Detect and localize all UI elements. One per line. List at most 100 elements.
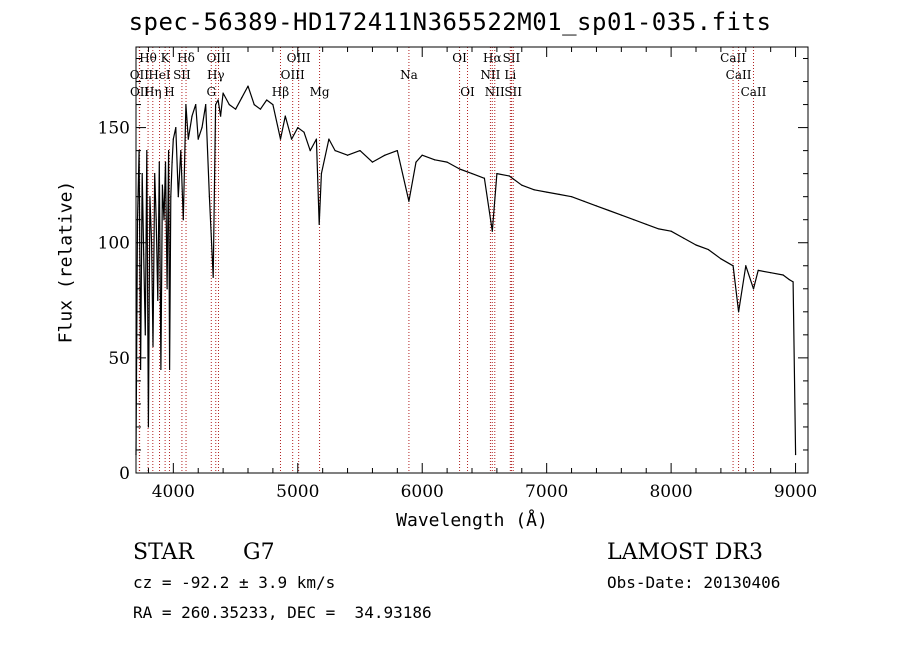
data-point <box>212 276 214 278</box>
data-point <box>533 189 535 191</box>
data-point <box>658 228 660 230</box>
y-tick-label: 100 <box>98 234 130 254</box>
line-marker-label: OI <box>452 51 467 65</box>
y-axis-label: Flux (relative) <box>55 180 77 344</box>
data-point <box>732 265 734 267</box>
data-point <box>782 274 784 276</box>
data-point <box>752 288 755 290</box>
data-point <box>149 196 151 198</box>
line-marker-label: CaII <box>720 51 746 65</box>
chart-title: spec-56389-HD172411N365522M01_sp01-035.f… <box>128 8 772 36</box>
data-point <box>157 299 159 301</box>
data-point <box>205 103 207 106</box>
data-point <box>220 115 222 117</box>
data-point <box>359 150 361 152</box>
data-point <box>309 150 311 152</box>
y-tick-label: 50 <box>108 349 130 369</box>
data-point <box>222 92 224 94</box>
line-marker-label: G <box>206 85 216 99</box>
line-marker-label: Hη <box>144 85 162 99</box>
data-point <box>745 265 747 267</box>
data-point <box>458 168 461 170</box>
line-marker-label: H <box>164 85 174 99</box>
data-point <box>234 108 237 110</box>
subclass: G7 <box>243 540 275 565</box>
data-point <box>297 126 299 129</box>
line-marker-label: NII <box>485 85 505 99</box>
data-point <box>415 161 417 163</box>
data-point <box>595 205 598 207</box>
data-point <box>171 161 173 163</box>
data-point <box>154 173 156 175</box>
data-point <box>757 269 759 271</box>
data-point <box>408 200 410 202</box>
data-point <box>161 184 163 186</box>
x-axis-label: Wavelength (Å) <box>396 510 548 531</box>
data-point <box>290 138 293 140</box>
data-point <box>546 191 548 193</box>
data-point <box>328 138 330 140</box>
data-point <box>303 131 305 133</box>
data-point <box>191 115 193 117</box>
data-point <box>620 214 622 216</box>
line-marker-label: SII <box>173 68 191 82</box>
series-line-spectrum <box>135 85 797 455</box>
x-tick-label: 8000 <box>649 482 692 502</box>
line-marker-label: OII <box>130 85 150 99</box>
data-point <box>421 154 423 156</box>
y-tick-label: 150 <box>98 119 130 139</box>
y-tick-label: 0 <box>119 464 130 484</box>
data-point <box>146 150 148 152</box>
line-marker-label: OI <box>460 85 475 99</box>
line-marker-label: CaII <box>741 85 767 99</box>
data-point <box>645 223 647 225</box>
data-point <box>491 230 493 232</box>
data-point <box>318 223 320 225</box>
data-point <box>241 97 243 99</box>
data-point <box>279 138 282 140</box>
data-point <box>228 103 230 106</box>
line-marker-label: OIII <box>287 51 311 65</box>
data-point <box>707 249 710 251</box>
data-point <box>788 278 790 281</box>
data-point <box>187 138 189 140</box>
data-point <box>147 426 150 428</box>
data-point <box>155 219 157 221</box>
data-point <box>182 219 184 221</box>
data-point <box>371 161 374 163</box>
data-point <box>284 115 286 117</box>
data-point <box>215 103 217 106</box>
data-point <box>247 85 249 87</box>
data-point <box>346 154 349 156</box>
line-marker-label: OIII <box>206 51 230 65</box>
object-type: STAR <box>133 540 194 565</box>
tick-labels: 4000 5000 6000 7000 8000 9000 0 50 100 150 <box>98 119 818 502</box>
data-point <box>792 281 794 283</box>
data-point <box>608 209 610 212</box>
data-point <box>720 258 722 260</box>
data-point <box>177 196 179 198</box>
data-point <box>208 196 211 198</box>
series-layer <box>135 85 797 456</box>
data-point <box>185 103 187 106</box>
data-point <box>152 345 154 347</box>
data-point <box>384 154 386 156</box>
data-point <box>197 138 199 140</box>
data-point <box>446 161 448 163</box>
x-tick-label: 6000 <box>401 482 444 502</box>
line-marker-label: Mg <box>310 85 330 99</box>
x-tick-label: 7000 <box>525 482 568 502</box>
redshift-cz: cz = -92.2 ± 3.9 km/s <box>133 573 336 592</box>
data-point <box>496 173 498 175</box>
data-point <box>266 99 268 101</box>
line-marker-label: Li <box>504 68 516 82</box>
data-point <box>195 103 197 106</box>
data-point <box>259 108 262 110</box>
line-marker-label: K <box>161 51 171 65</box>
obs-date: Obs-Date: 20130406 <box>607 573 781 592</box>
line-marker-label: NII <box>480 68 500 82</box>
data-point <box>508 175 510 177</box>
data-point <box>180 150 182 152</box>
